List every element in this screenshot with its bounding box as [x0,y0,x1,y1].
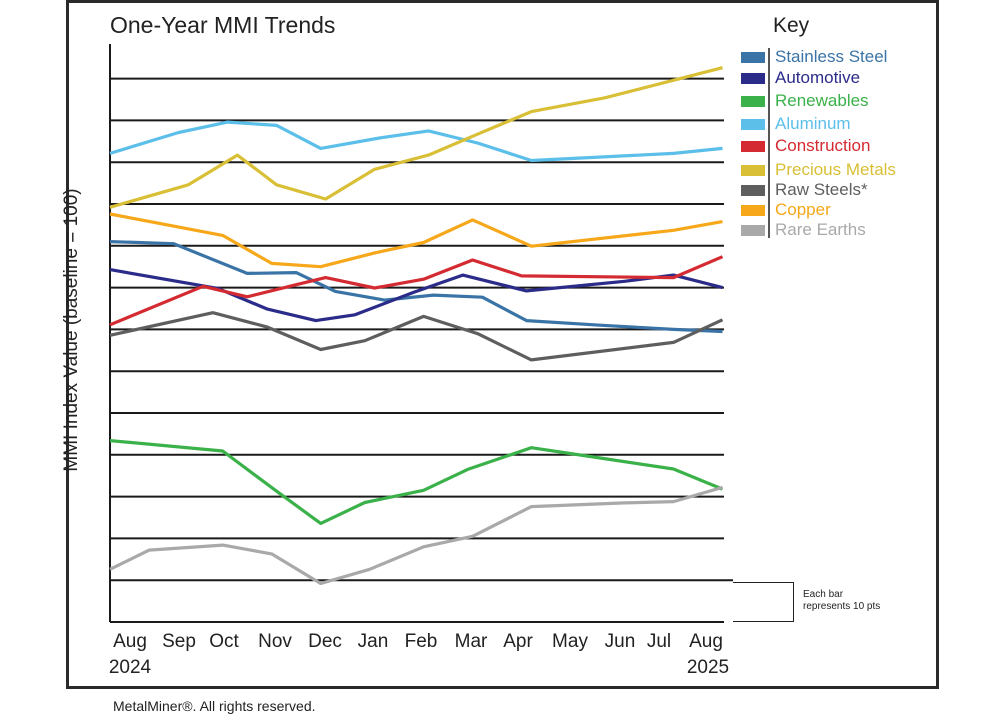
key-label: Aluminum [775,114,851,133]
series-line-rare-earths [109,485,723,586]
series-line-construction [109,255,724,327]
key-label: Renewables [775,91,869,110]
x-tick-label: Nov [258,631,292,652]
key-item-construction: Construction [741,136,870,156]
key-label: Copper [775,200,831,219]
copyright-footer: MetalMiner®. All rights reserved. [113,698,316,714]
key-swatch [741,224,765,236]
series-line-raw-steels [109,311,724,362]
key-label: Rare Earths [775,220,866,239]
key-item-precious-metals: Precious Metals [741,160,896,180]
key-swatch [741,118,765,130]
key-label: Precious Metals [775,160,896,179]
x-tick-label: Apr [503,631,533,652]
x-tick-label: Aug [689,631,723,652]
key-swatch [741,204,765,216]
x-tick-label: Feb [404,631,438,652]
x-tick-label: Mar [454,631,488,652]
key-swatch [741,184,765,196]
series-line-aluminum [109,120,723,163]
key-swatch [741,72,765,84]
series-line-automotive [109,268,723,323]
scale-legend-line: Each bar [803,589,844,600]
key-item-rare-earths: Rare Earths [741,220,866,240]
key-divider [768,48,770,238]
x-tick-label: Jul [646,631,672,652]
key-title: Key [773,14,810,37]
key-item-renewables: Renewables [741,91,869,111]
x-tick-label: Jan [357,631,389,652]
series-line-stainless-steel [109,240,723,334]
key-item-stainless-steel: Stainless Steel [741,47,887,67]
x-tick-label: Dec [308,631,342,652]
x-year-label: 2025 [686,657,730,678]
chart-title: One-Year MMI Trends [110,12,336,38]
key-label: Construction [775,136,871,155]
key-swatch [741,164,765,176]
key-item-automotive: Automotive [741,68,860,88]
key-item-aluminum: Aluminum [741,114,851,134]
x-tick-label: May [552,631,588,652]
x-tick-label: Aug [113,631,147,652]
key-item-raw-steels: Raw Steels* [741,180,868,200]
x-tick-label: Jun [604,631,636,652]
key-label: Stainless Steel [775,47,888,66]
key-item-copper: Copper [741,200,831,220]
key-swatch [741,51,765,63]
series-line-renewables [109,439,724,526]
series-line-precious-metals [109,66,723,209]
series-line-copper [109,212,723,269]
chart-frame [66,0,939,689]
key-swatch [741,140,765,152]
scale-legend-note: Each bar represents 10 pts [803,589,880,613]
key-swatch [741,95,765,107]
x-tick-label: Oct [209,631,239,652]
key-label: Automotive [775,68,861,87]
scale-legend-line: represents 10 pts [803,601,881,612]
key-label: Raw Steels* [775,180,868,199]
scale-legend-bracket [733,582,794,622]
x-tick-label: Sep [162,631,196,652]
x-year-label: 2024 [108,657,152,678]
